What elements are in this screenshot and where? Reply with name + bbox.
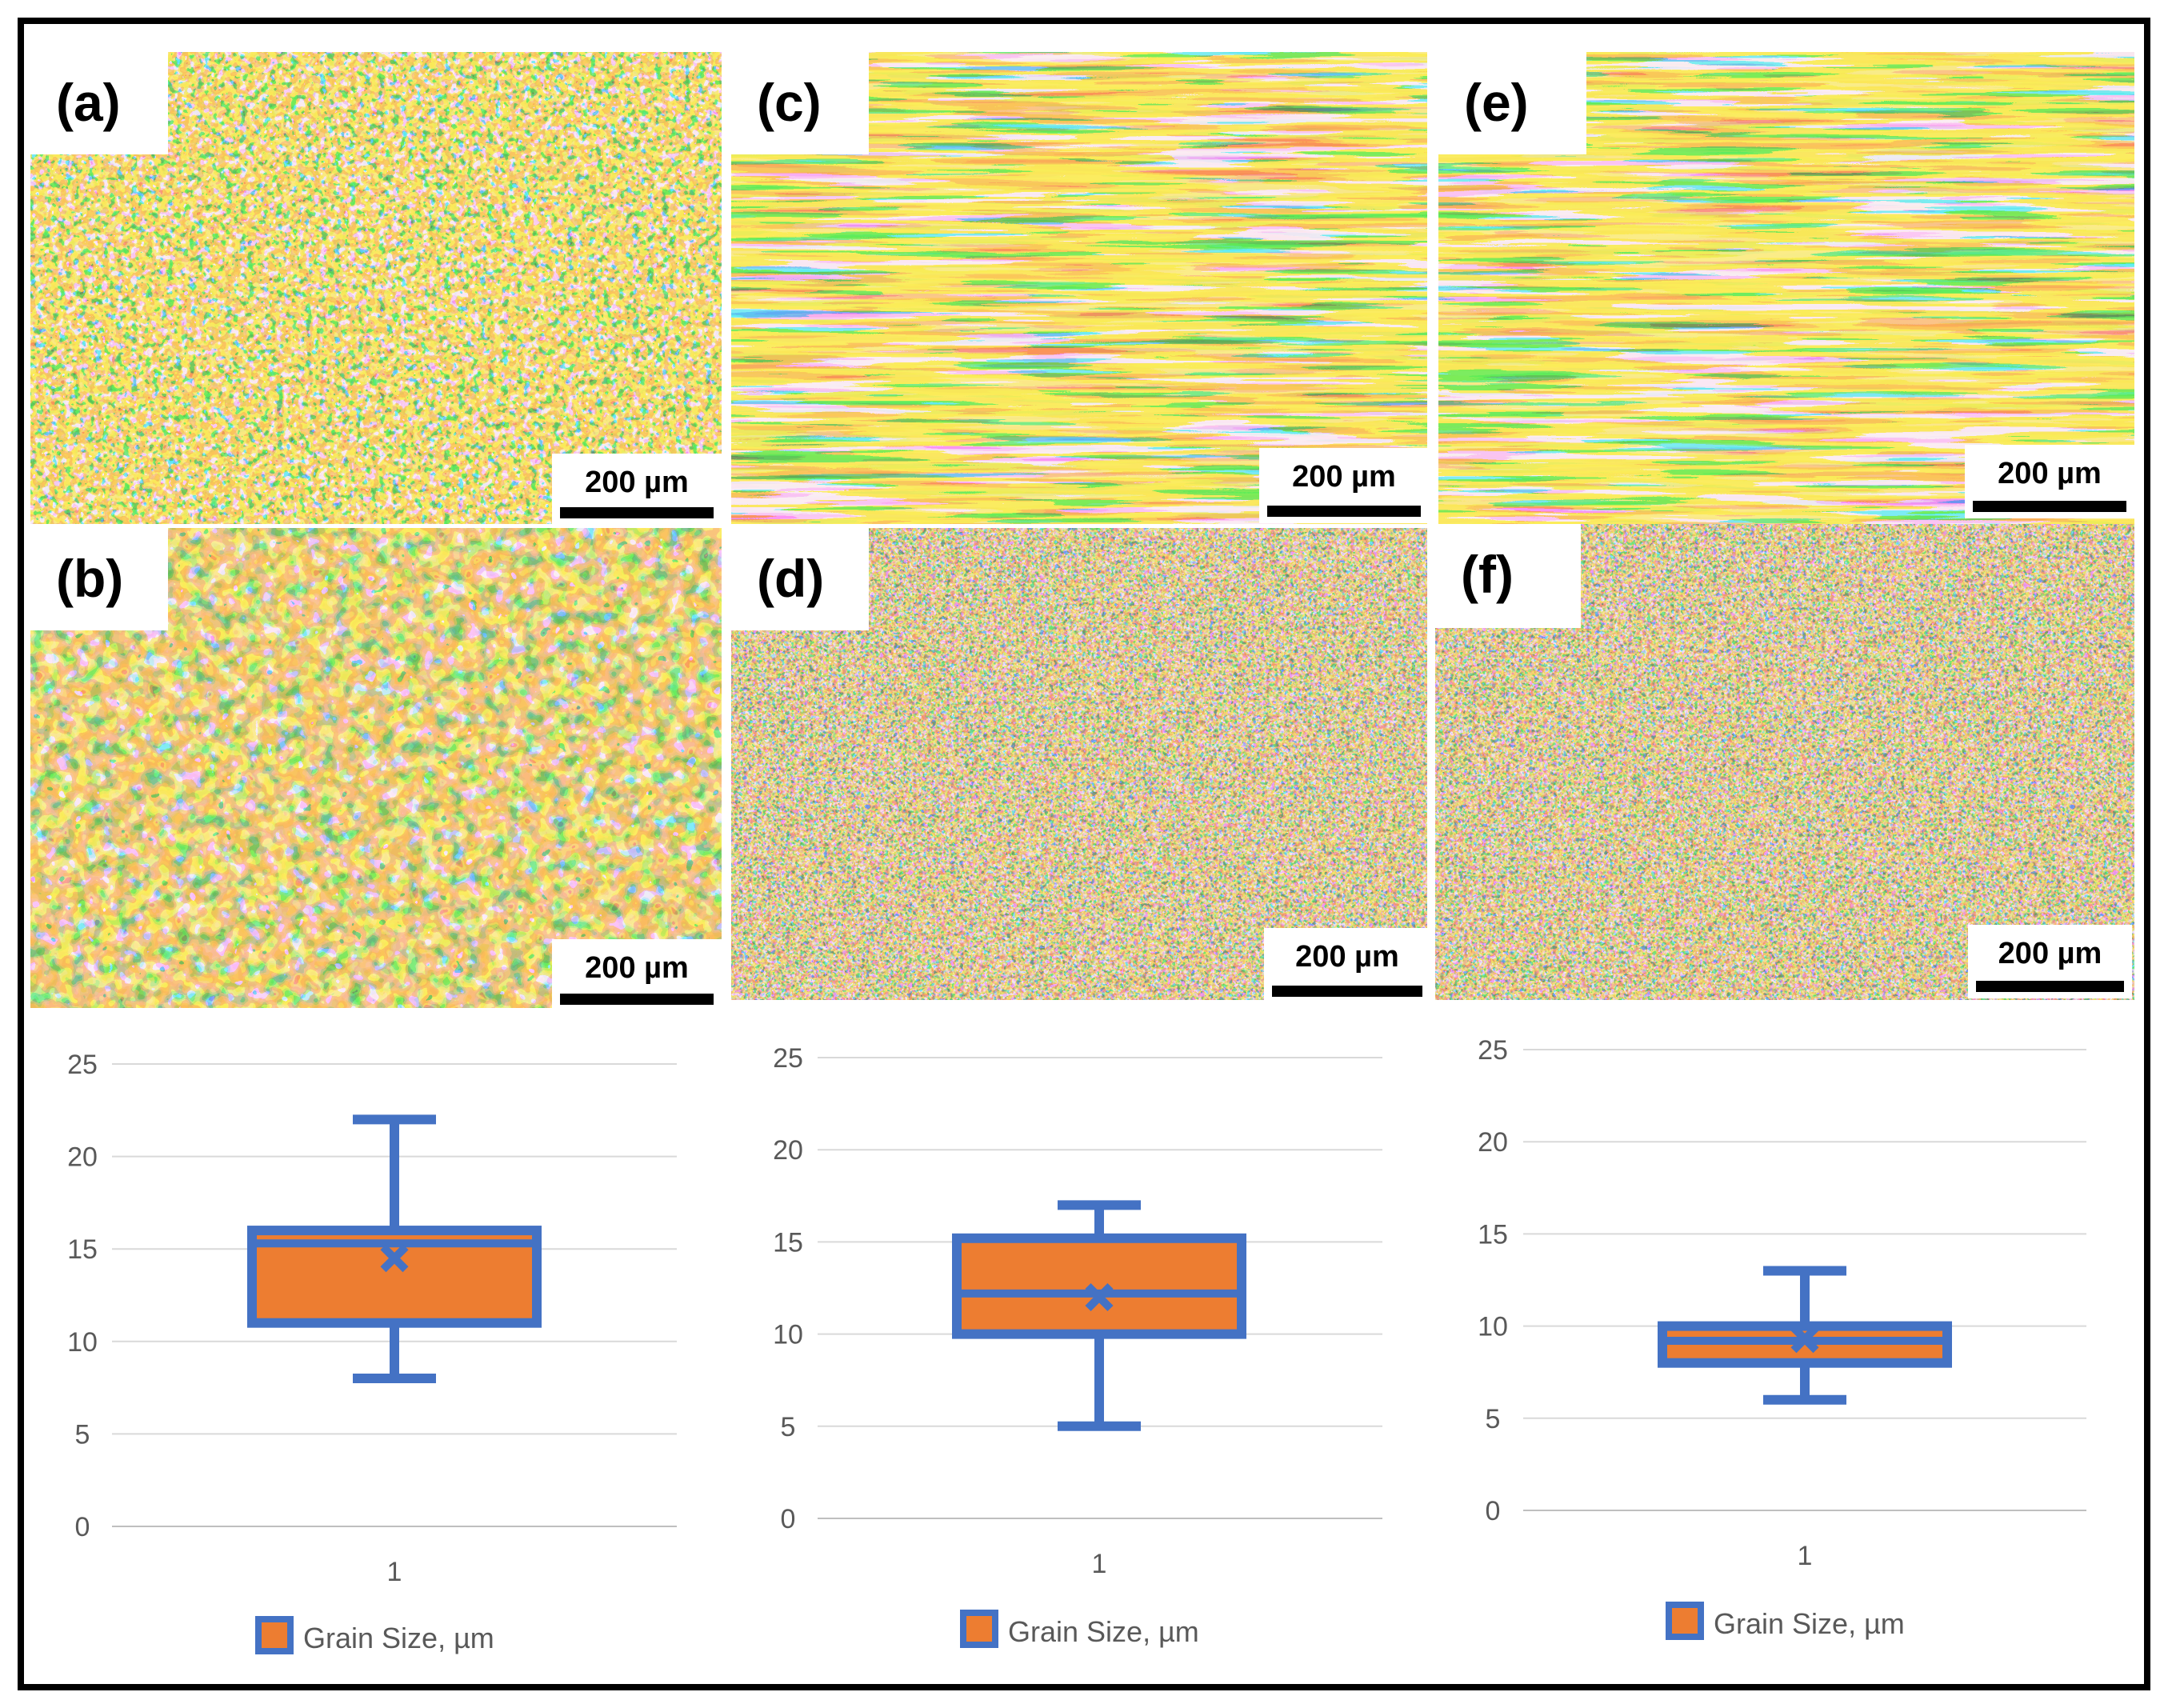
micrograph-panel: (b) 200 µm [30,528,722,1011]
legend-label: Grain Size, µm [1008,1615,1199,1648]
panel-label: (e) [1464,73,1529,132]
micrograph-panel: (d) 200 µm [731,528,1430,1003]
scale-bar [560,994,714,1005]
mean-marker [1790,1325,1819,1354]
y-tick-label: 10 [773,1320,803,1350]
y-tick-label: 25 [1478,1035,1508,1066]
boxplot-chart: 0 5 10 15 20 25 1 Grain Size, µm [773,1043,1382,1648]
panel-label: (b) [56,549,123,608]
y-tick-label: 20 [1478,1127,1508,1158]
y-tick-label: 15 [1478,1219,1508,1250]
panel-label: (c) [757,73,822,132]
panel-label: (a) [56,73,121,132]
y-tick-label: 15 [67,1234,98,1265]
y-tick-label: 0 [75,1512,90,1542]
mean-marker-stroke [1085,1282,1114,1312]
y-tick-label: 20 [67,1142,98,1173]
x-tick-label: 1 [1798,1541,1813,1571]
scale-bar-label: 200 µm [585,951,689,985]
panel-label-box [30,52,168,154]
mean-marker-stroke [1790,1325,1819,1354]
panel-label-box [731,52,869,154]
y-tick-label: 0 [1486,1496,1501,1526]
y-tick-label: 5 [1486,1404,1501,1434]
y-tick-label: 10 [1478,1312,1508,1342]
panel-label-box [731,528,869,630]
panel-label-box [1438,52,1586,154]
scale-bar-label: 200 µm [1295,940,1399,974]
panel-label: (d) [757,549,824,608]
scale-bar-label: 200 µm [1998,457,2102,490]
micrograph-panel: (c) 200 µm [731,52,1429,524]
legend-label: Grain Size, µm [1714,1607,1905,1640]
micrograph-panel: (e) 200 µm [1438,52,2134,524]
scale-bar [560,507,714,518]
scale-bar-label: 200 µm [1998,937,2102,970]
panel-label-box [1435,524,1581,628]
boxplot-chart: 0 5 10 15 20 25 1 Grain Size, µm [67,1050,677,1654]
scale-bar-label: 200 µm [585,466,689,499]
iqr-box [952,1233,1246,1339]
mean-marker [380,1244,409,1273]
boxplot-chart: 0 5 10 15 20 25 1 Grain Size, µm [1478,1035,2086,1640]
x-tick-label: 1 [1092,1549,1107,1579]
x-tick-label: 1 [387,1557,402,1587]
y-tick-label: 5 [75,1419,90,1450]
panel-label-box [30,528,168,630]
y-tick-label: 25 [773,1043,803,1074]
legend-swatch [1666,1602,1704,1640]
y-tick-label: 0 [781,1504,796,1534]
mean-marker [1085,1282,1114,1312]
scale-bar [1272,986,1422,997]
legend-swatch [255,1616,294,1654]
scale-bar [1267,506,1421,517]
scale-bar-label: 200 µm [1292,460,1396,494]
mean-marker-stroke [380,1244,409,1273]
micrograph-panel: (f) 200 µm [1435,524,2134,1000]
scale-bar [1976,981,2124,992]
y-tick-label: 15 [773,1227,803,1258]
legend-label: Grain Size, µm [303,1622,494,1654]
y-tick-label: 5 [781,1412,796,1442]
y-tick-label: 20 [773,1135,803,1166]
legend-swatch [960,1610,998,1648]
panel-label: (f) [1461,545,1514,604]
micrograph-panel: (a) 200 µm [30,52,722,525]
y-tick-label: 10 [67,1327,98,1358]
scale-bar [1973,501,2126,512]
y-tick-label: 25 [67,1050,98,1080]
